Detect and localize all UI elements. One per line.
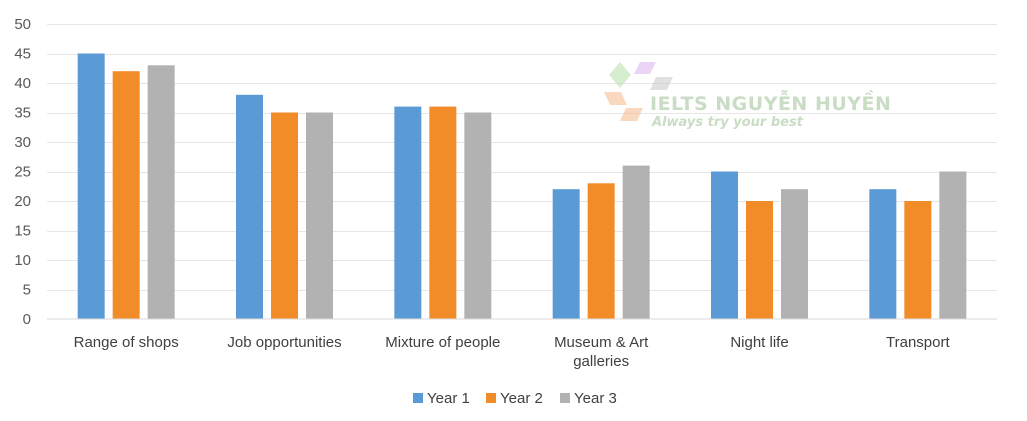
y-tick-label: 0 [23,311,31,328]
x-tick-label: Range of shops [74,334,179,351]
bar [552,189,580,319]
bars [77,53,967,319]
legend-label: Year 1 [427,390,470,407]
watermark-diamond-icon [604,62,673,121]
legend-swatch [486,393,496,403]
bar [147,65,175,319]
watermark-logo: IELTS NGUYỄN HUYỀN Always try your best [604,62,891,130]
y-tick-label: 25 [14,164,31,181]
bar [112,71,140,319]
y-tick-label: 15 [14,223,31,240]
x-tick-label: Transport [886,334,950,351]
legend-swatch [560,393,570,403]
bar [394,106,422,319]
legend: Year 1 Year 2 Year 3 [413,390,617,407]
bar [781,189,808,319]
legend-label: Year 3 [574,390,617,407]
bar [869,189,897,319]
x-tick-label: Job opportunities [227,334,341,351]
x-axis: Range of shops Job opportunities Mixture o… [74,334,951,370]
x-tick-label: Museum & Art [554,334,649,351]
x-tick-label: Mixture of people [385,334,500,351]
y-tick-label: 5 [23,282,31,299]
gridlines [47,24,997,291]
bar [939,171,967,319]
bar [306,112,333,319]
y-axis: 0 5 10 15 20 25 30 35 40 45 50 [14,16,31,328]
x-tick-label: galleries [573,353,629,370]
bar [464,112,492,319]
y-tick-label: 45 [14,46,31,63]
legend-label: Year 2 [500,390,543,407]
bar [622,165,650,319]
y-tick-label: 10 [14,252,31,269]
bar [587,183,615,319]
y-tick-label: 20 [14,193,31,210]
bar [271,112,298,319]
bar [904,201,932,319]
bar [429,106,457,319]
bar [236,94,263,319]
y-tick-label: 35 [14,105,31,122]
y-tick-label: 40 [14,75,31,92]
bar [711,171,738,319]
legend-swatch [413,393,423,403]
y-tick-label: 30 [14,134,31,151]
watermark-title: IELTS NGUYỄN HUYỀN [650,88,891,115]
y-tick-label: 50 [14,16,31,33]
bar [77,53,105,319]
watermark-subtitle: Always try your best [651,115,804,130]
bar [746,201,773,319]
x-tick-label: Night life [730,334,788,351]
